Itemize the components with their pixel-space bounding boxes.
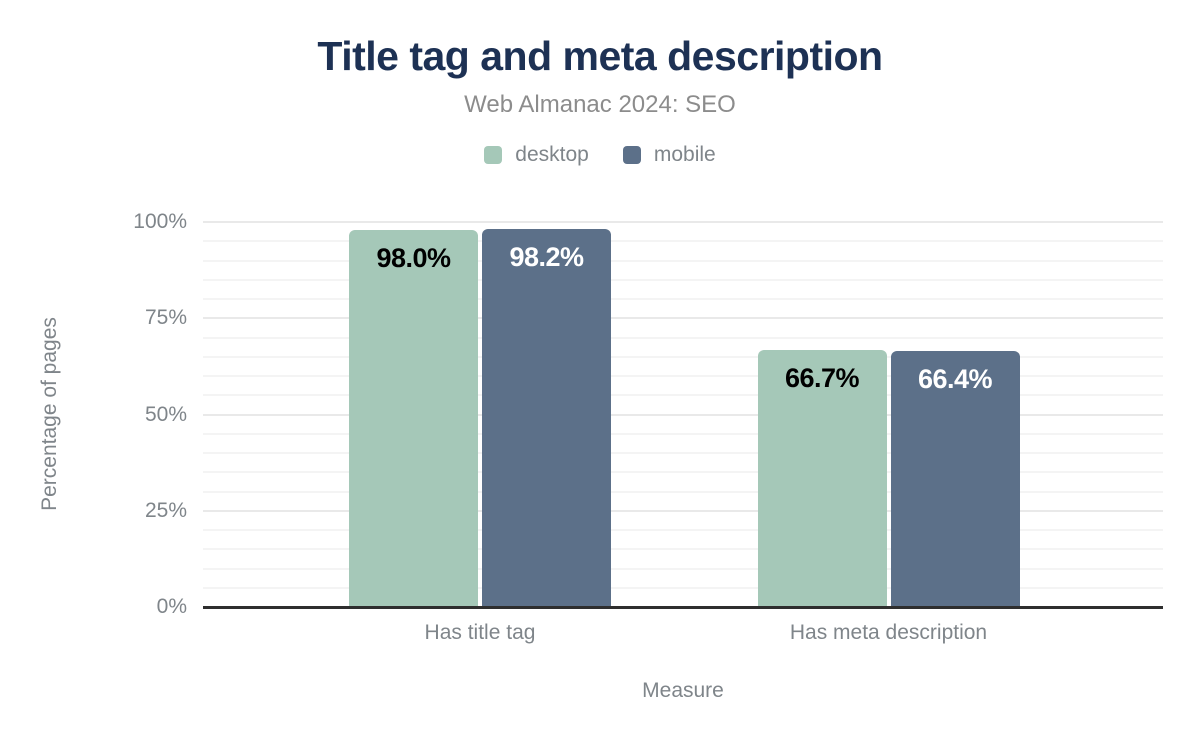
gridline-minor: [203, 490, 1163, 493]
legend: desktop mobile: [0, 143, 1200, 167]
bar-desktop: 98.0%: [349, 229, 478, 607]
chart-title: Title tag and meta description: [317, 33, 883, 79]
gridline-minor: [203, 394, 1163, 397]
legend-label-desktop: desktop: [515, 143, 589, 166]
legend-swatch-mobile: [622, 146, 641, 164]
x-axis-line: [203, 606, 1163, 609]
gridline-major: [203, 221, 1163, 223]
bar-value-label: 98.2%: [509, 241, 584, 272]
chart-subtitle: Web Almanac 2024: SEO: [464, 91, 736, 118]
gridline-minor: [203, 548, 1163, 551]
gridline-minor: [203, 355, 1163, 358]
gridline-minor: [203, 586, 1163, 589]
y-tick-label: 100%: [133, 210, 187, 233]
gridline-major: [203, 413, 1163, 416]
bar-mobile: 66.4%: [890, 351, 1020, 607]
bar-value-label: 98.0%: [376, 242, 451, 273]
y-tick-label: 25%: [144, 498, 187, 522]
gridline-minor: [203, 432, 1163, 435]
gridline-minor: [203, 298, 1163, 300]
bar-mobile: 98.2%: [482, 228, 611, 607]
gridline-minor: [203, 567, 1163, 570]
gridline-major: [203, 317, 1163, 320]
bar-value-label: 66.7%: [784, 363, 860, 394]
gridline-major: [203, 509, 1163, 512]
y-tick-label: 75%: [144, 306, 187, 330]
gridline-minor: [203, 259, 1163, 262]
gridline-minor: [203, 375, 1163, 377]
legend-item-mobile: mobile: [622, 143, 716, 167]
x-category-label: Has meta description: [789, 621, 988, 644]
legend-swatch-desktop: [484, 146, 503, 164]
bar-value-label: 66.4%: [917, 364, 993, 395]
legend-label-mobile: mobile: [653, 143, 716, 166]
x-axis-title: Measure: [642, 679, 724, 702]
y-axis-title: Percentage of pages: [38, 317, 61, 511]
gridline-minor: [203, 452, 1163, 454]
gridline-minor: [203, 336, 1163, 339]
y-tick-label: 0%: [156, 595, 187, 618]
legend-item-desktop: desktop: [484, 143, 589, 167]
gridline-minor: [203, 240, 1163, 243]
gridline-minor: [203, 529, 1163, 531]
bar-desktop: 66.7%: [757, 350, 887, 607]
x-category-label: Has title tag: [424, 621, 536, 644]
gridline-minor: [203, 471, 1163, 474]
gridline-minor: [203, 278, 1163, 281]
y-tick-label: 50%: [144, 402, 187, 426]
